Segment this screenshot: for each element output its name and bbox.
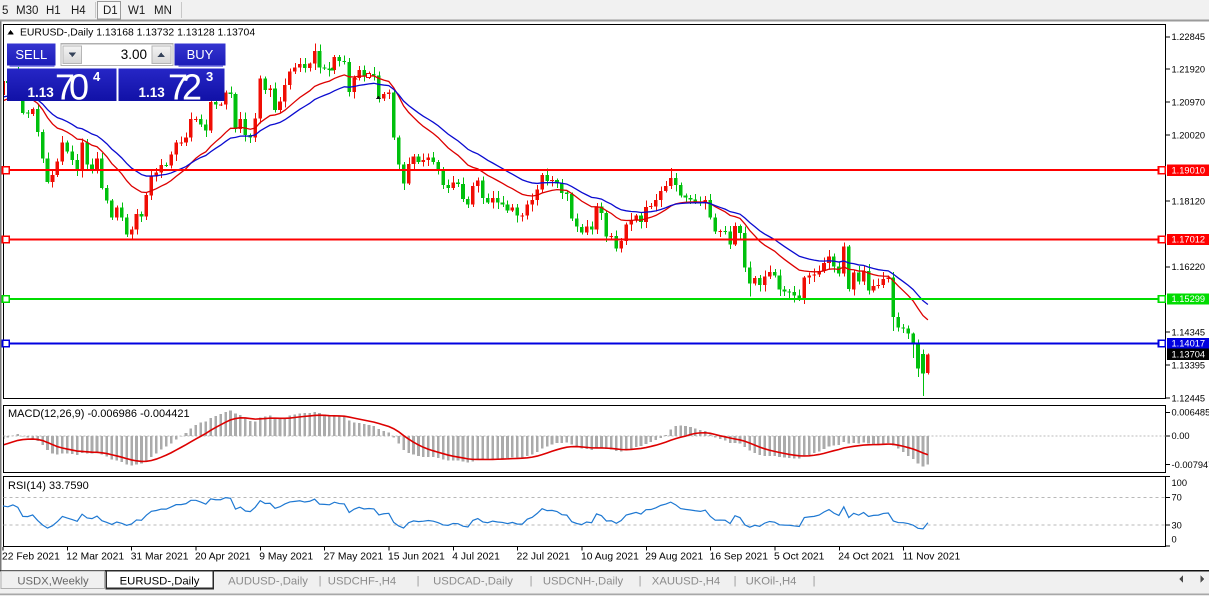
svg-text:72: 72 xyxy=(168,67,202,108)
svg-text:5: 5 xyxy=(2,5,8,17)
svg-text:70: 70 xyxy=(55,67,89,108)
svg-text:W1: W1 xyxy=(128,5,145,17)
svg-text:5 Oct 2021: 5 Oct 2021 xyxy=(774,552,825,563)
svg-text:USDX,Weekly: USDX,Weekly xyxy=(17,576,89,588)
svg-text:|: | xyxy=(734,575,737,587)
svg-text:3.00: 3.00 xyxy=(121,47,147,62)
svg-text:|: | xyxy=(813,575,816,587)
svg-text:MN: MN xyxy=(154,5,172,17)
svg-text:1.15299: 1.15299 xyxy=(1172,294,1206,304)
svg-text:H1: H1 xyxy=(46,5,61,17)
svg-text:1.20970: 1.20970 xyxy=(1172,97,1206,107)
svg-text:12 Mar 2021: 12 Mar 2021 xyxy=(66,552,124,563)
svg-text:D1: D1 xyxy=(103,5,118,17)
svg-text:10 Aug 2021: 10 Aug 2021 xyxy=(581,552,639,563)
svg-text:1.16220: 1.16220 xyxy=(1172,262,1206,272)
svg-text:1.13: 1.13 xyxy=(139,85,166,100)
svg-text:1.19010: 1.19010 xyxy=(1172,165,1206,175)
svg-text:1.12445: 1.12445 xyxy=(1172,393,1206,403)
svg-text:1.13395: 1.13395 xyxy=(1172,360,1206,370)
svg-text:1.13704: 1.13704 xyxy=(1172,350,1206,360)
svg-text:BUY: BUY xyxy=(187,47,214,62)
svg-text:1.14345: 1.14345 xyxy=(1172,327,1206,337)
svg-text:1.18120: 1.18120 xyxy=(1172,196,1206,206)
svg-text:22 Jul 2021: 22 Jul 2021 xyxy=(517,552,571,563)
svg-text:20 Apr 2021: 20 Apr 2021 xyxy=(195,552,251,563)
svg-text:100: 100 xyxy=(1172,478,1188,488)
svg-text:USDCHF-,H4: USDCHF-,H4 xyxy=(328,576,396,588)
svg-text:1.13: 1.13 xyxy=(28,85,55,100)
svg-text:0.00: 0.00 xyxy=(1172,431,1190,441)
svg-text:31 Mar 2021: 31 Mar 2021 xyxy=(131,552,189,563)
svg-text:1.22845: 1.22845 xyxy=(1172,32,1206,42)
svg-text:UKOil-,H4: UKOil-,H4 xyxy=(746,576,797,588)
svg-text:M30: M30 xyxy=(16,5,38,17)
svg-text:RSI(14) 33.7590: RSI(14) 33.7590 xyxy=(8,480,89,492)
svg-text:70: 70 xyxy=(1172,493,1182,503)
svg-text:30: 30 xyxy=(1172,520,1182,530)
svg-text:AUDUSD-,Daily: AUDUSD-,Daily xyxy=(228,576,308,588)
svg-text:4: 4 xyxy=(93,69,101,84)
svg-text:11 Nov 2021: 11 Nov 2021 xyxy=(903,552,961,563)
svg-text:15 Jun 2021: 15 Jun 2021 xyxy=(388,552,445,563)
svg-text:|: | xyxy=(530,575,533,587)
svg-text:29 Aug 2021: 29 Aug 2021 xyxy=(645,552,703,563)
svg-text:1.14017: 1.14017 xyxy=(1172,339,1206,349)
svg-text:EURUSD-,Daily 1.13168 1.13732: EURUSD-,Daily 1.13168 1.13732 1.13128 1.… xyxy=(20,28,255,39)
svg-text:|: | xyxy=(639,575,642,587)
svg-text:EURUSD-,Daily: EURUSD-,Daily xyxy=(120,576,200,588)
svg-text:1.17012: 1.17012 xyxy=(1172,235,1206,245)
svg-text:USDCNH-,Daily: USDCNH-,Daily xyxy=(543,576,624,588)
svg-text:9 May 2021: 9 May 2021 xyxy=(259,552,313,563)
svg-text:|: | xyxy=(319,575,322,587)
svg-text:-0.007947: -0.007947 xyxy=(1172,460,1209,470)
svg-text:SELL: SELL xyxy=(15,47,47,62)
svg-text:1.21920: 1.21920 xyxy=(1172,64,1206,74)
svg-text:MACD(12,26,9) -0.006986 -0.004: MACD(12,26,9) -0.006986 -0.004421 xyxy=(8,408,190,420)
svg-text:16 Sep 2021: 16 Sep 2021 xyxy=(710,552,769,563)
svg-text:0: 0 xyxy=(1172,535,1177,545)
svg-text:22 Feb 2021: 22 Feb 2021 xyxy=(2,552,60,563)
svg-text:27 May 2021: 27 May 2021 xyxy=(324,552,384,563)
svg-text:0.006485: 0.006485 xyxy=(1172,408,1209,418)
svg-text:H4: H4 xyxy=(71,5,86,17)
svg-text:24 Oct 2021: 24 Oct 2021 xyxy=(838,552,894,563)
svg-text:USDCAD-,Daily: USDCAD-,Daily xyxy=(433,576,513,588)
svg-text:1.20020: 1.20020 xyxy=(1172,130,1206,140)
svg-text:|: | xyxy=(417,575,420,587)
svg-text:XAUUSD-,H4: XAUUSD-,H4 xyxy=(652,576,720,588)
svg-text:4 Jul 2021: 4 Jul 2021 xyxy=(452,552,500,563)
svg-text:3: 3 xyxy=(206,69,213,84)
